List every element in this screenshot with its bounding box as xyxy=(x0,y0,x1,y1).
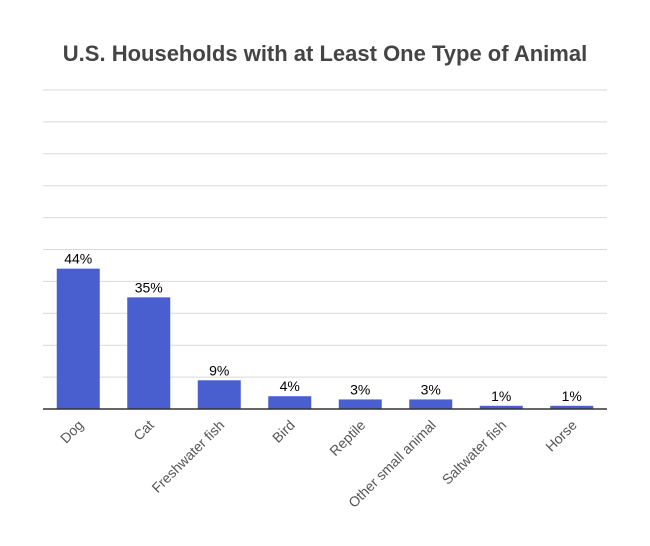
data-label: 35% xyxy=(135,279,163,295)
bar-bird xyxy=(268,396,312,409)
x-tick-label: Cat xyxy=(130,417,157,444)
data-label: 1% xyxy=(562,388,582,404)
data-label: 9% xyxy=(209,362,229,378)
bar-reptile xyxy=(338,399,382,409)
x-tick-label: Freshwater fish xyxy=(148,417,227,496)
x-tick-label: Reptile xyxy=(326,417,368,459)
chart-title: U.S. Households with at Least One Type o… xyxy=(63,41,587,66)
x-tick-label: Dog xyxy=(57,417,86,446)
data-labels: 44% 35% 9% 4% 3% 3% 1% 1% xyxy=(64,251,582,404)
bar-cat xyxy=(127,297,171,409)
data-label: 3% xyxy=(421,381,441,397)
bars xyxy=(56,268,594,409)
bar-dog xyxy=(56,268,100,409)
x-tick-label: Horse xyxy=(542,417,580,455)
bar-saltwater-fish xyxy=(479,405,523,409)
bar-other-small-animal xyxy=(409,399,453,409)
bar-horse xyxy=(550,405,594,409)
data-label: 44% xyxy=(64,251,92,267)
data-label: 1% xyxy=(491,388,511,404)
data-label: 3% xyxy=(350,381,370,397)
x-tick-label: Saltwater fish xyxy=(439,417,510,488)
x-tick-label: Bird xyxy=(269,417,298,446)
data-label: 4% xyxy=(280,378,300,394)
bar-freshwater-fish xyxy=(197,380,241,409)
